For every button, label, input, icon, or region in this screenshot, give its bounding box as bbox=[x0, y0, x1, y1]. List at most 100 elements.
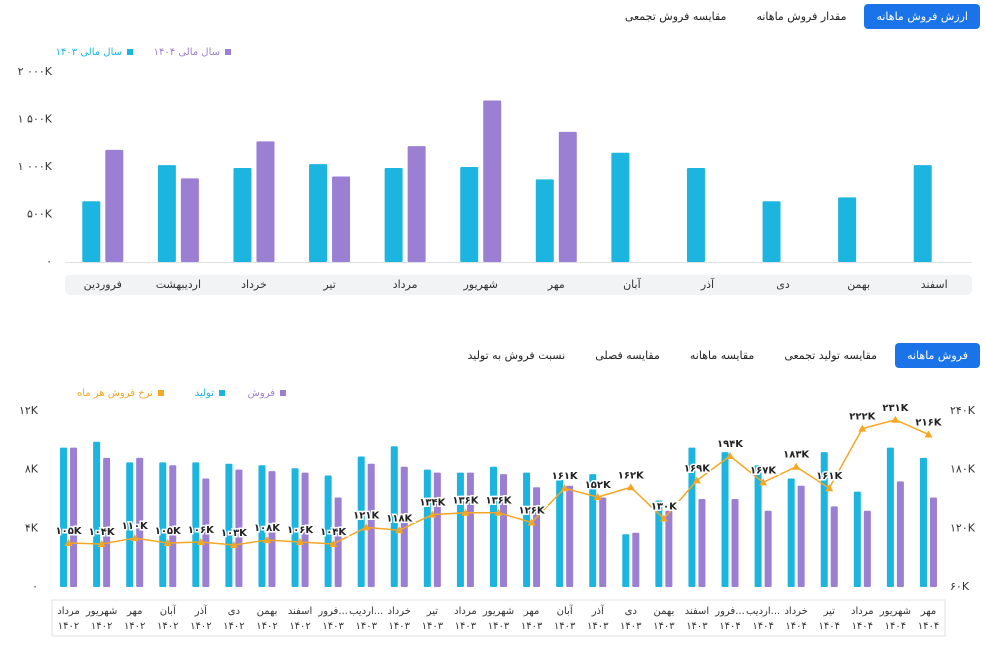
bar bbox=[157, 165, 176, 262]
point-marker bbox=[329, 539, 338, 547]
data-label: ۱۱۸K bbox=[386, 513, 413, 524]
tab[interactable]: مقایسه ماهانه bbox=[678, 343, 766, 368]
data-label: ۱۶۷K bbox=[750, 465, 777, 476]
bar bbox=[535, 179, 554, 262]
x-tick-label: ۱۴۰۲ bbox=[289, 621, 310, 632]
bar bbox=[433, 472, 441, 587]
data-label: ۲۱۶K bbox=[915, 417, 942, 428]
tab[interactable]: مقایسه فروش تجمعی bbox=[613, 4, 739, 29]
data-label: ۱۰۵K bbox=[155, 526, 182, 537]
tab[interactable]: مقدار فروش ماهانه bbox=[744, 4, 858, 29]
bar bbox=[60, 447, 68, 587]
x-tick-label: فرور... bbox=[317, 606, 348, 617]
x-tick-label: ۱۴۰۳ bbox=[422, 621, 444, 632]
bar bbox=[256, 141, 275, 262]
x-tick-label: مرداد bbox=[454, 606, 477, 617]
bar bbox=[632, 532, 640, 587]
bar bbox=[82, 201, 101, 262]
x-tick-label: ۱۴۰۳ bbox=[355, 621, 377, 632]
x-tick-label: ۱۴۰۴ bbox=[852, 621, 873, 632]
point-marker bbox=[229, 540, 238, 548]
point-marker bbox=[97, 539, 106, 547]
bar bbox=[698, 499, 706, 587]
point-marker bbox=[726, 451, 735, 459]
bar bbox=[611, 152, 630, 262]
bar bbox=[456, 472, 464, 587]
x-tick-label: مرداد bbox=[57, 606, 80, 617]
x-tick-label: ۱۴۰۳ bbox=[686, 621, 708, 632]
y-tick-label: ۱ ۵۰۰K bbox=[18, 113, 53, 126]
x-tick-label: ۱۴۰۲ bbox=[256, 621, 277, 632]
x-tick-label: ۱۴۰۴ bbox=[818, 621, 839, 632]
bar bbox=[838, 197, 857, 262]
x-tick-label: مرداد bbox=[851, 606, 874, 617]
x-tick-label: ۱۴۰۲ bbox=[157, 621, 178, 632]
tab[interactable]: ارزش فروش ماهانه bbox=[864, 4, 980, 29]
bar bbox=[423, 469, 431, 587]
category-band bbox=[65, 275, 972, 295]
y-tick-label: ۶۰K bbox=[950, 580, 970, 593]
point-marker bbox=[858, 424, 867, 432]
bar bbox=[500, 474, 507, 587]
point-marker bbox=[130, 534, 139, 542]
x-tick-label: بهمن bbox=[257, 606, 278, 617]
tab[interactable]: فروش ماهانه bbox=[895, 343, 980, 368]
bar bbox=[235, 469, 243, 587]
data-label: ۲۳۱K bbox=[882, 403, 909, 414]
data-label: ۱۶۱K bbox=[552, 471, 579, 482]
x-tick-label: بهمن bbox=[847, 278, 870, 291]
data-label: ۱۲۶K bbox=[519, 505, 546, 516]
legend-label: سال مالی ۱۴۰۴ bbox=[154, 47, 220, 58]
tab[interactable]: نسبت فروش به تولید bbox=[455, 343, 577, 368]
bar bbox=[655, 500, 663, 587]
x-tick-label: فرور... bbox=[714, 606, 745, 617]
point-marker bbox=[362, 523, 371, 531]
y-tick-label: ۴K bbox=[25, 521, 39, 534]
x-tick-label: ۱۴۰۳ bbox=[455, 621, 477, 632]
bar bbox=[225, 463, 233, 587]
tab[interactable]: مقایسه فصلی bbox=[583, 343, 672, 368]
x-tick-label: خرداد bbox=[388, 606, 411, 617]
x-tick-label: آبان bbox=[160, 604, 177, 617]
bar bbox=[787, 478, 795, 587]
y-tick-label: ۸K bbox=[25, 463, 39, 476]
x-tick-label: اسفند bbox=[685, 606, 709, 617]
bar bbox=[762, 201, 781, 262]
y-tick-label: ۱۲K bbox=[19, 404, 39, 417]
bar bbox=[589, 474, 597, 587]
bar bbox=[357, 456, 365, 587]
bar bbox=[324, 475, 332, 587]
point-marker bbox=[891, 415, 900, 423]
point-marker bbox=[64, 539, 73, 546]
legend-label: نرخ فروش هر ماه bbox=[77, 388, 153, 399]
x-tick-label: ۱۴۰۴ bbox=[885, 621, 906, 632]
bar bbox=[301, 472, 309, 587]
bar bbox=[384, 167, 403, 262]
bar bbox=[466, 472, 474, 587]
bar bbox=[622, 534, 630, 587]
x-tick-label: فروردین bbox=[84, 278, 122, 291]
x-tick-label: ۱۴۰۲ bbox=[91, 621, 112, 632]
x-tick-label: آذر bbox=[194, 604, 208, 617]
x-tick-label: آذر bbox=[700, 277, 715, 291]
data-label: ۱۲۱K bbox=[353, 510, 380, 521]
legend-swatch bbox=[280, 390, 286, 396]
data-label: ۱۶۹K bbox=[684, 463, 711, 474]
data-label: ۱۰۶K bbox=[188, 525, 215, 536]
x-tick-label: ۱۴۰۳ bbox=[587, 621, 609, 632]
bar bbox=[180, 178, 199, 262]
x-tick-label: دی bbox=[228, 606, 240, 617]
data-label: ۱۰۳K bbox=[221, 528, 248, 539]
bar bbox=[136, 457, 144, 587]
x-tick-label: ۱۴۰۲ bbox=[223, 621, 244, 632]
bar bbox=[764, 510, 772, 587]
bar bbox=[192, 462, 200, 587]
bar bbox=[863, 510, 871, 587]
bar bbox=[533, 487, 541, 587]
tab[interactable]: مقایسه تولید تجمعی bbox=[772, 343, 889, 368]
x-tick-label: شهریور bbox=[85, 606, 117, 617]
x-tick-label: خرداد bbox=[784, 606, 807, 617]
point-marker bbox=[560, 484, 569, 492]
bar bbox=[258, 465, 266, 587]
